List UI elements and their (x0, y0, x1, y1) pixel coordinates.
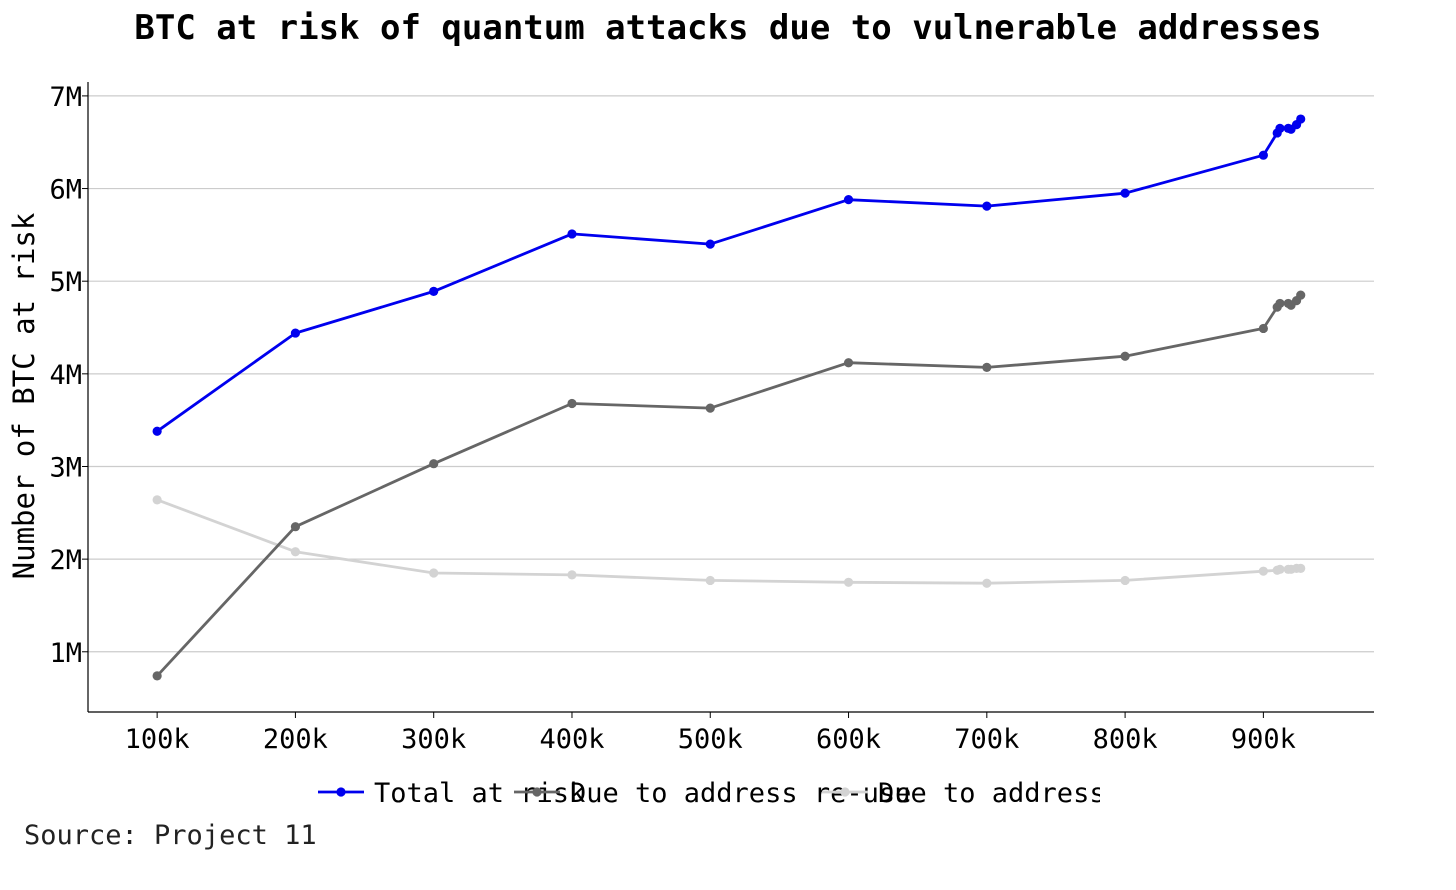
x-tick-label: 800k (1093, 724, 1158, 755)
data-point (1275, 564, 1285, 574)
data-point (1275, 298, 1285, 309)
data-point (567, 229, 577, 239)
data-point (429, 568, 439, 578)
y-tick-label: 1M (49, 638, 82, 669)
data-point (705, 403, 715, 413)
legend-swatch-marker (532, 787, 542, 797)
data-point (1120, 575, 1130, 586)
x-tick-label: 200k (263, 724, 328, 755)
x-tick-label: 100k (125, 724, 190, 755)
data-point (1120, 188, 1130, 198)
data-point (843, 195, 854, 205)
data-point (705, 575, 715, 586)
legend-item: Total at risk (318, 778, 585, 809)
data-point (290, 328, 301, 338)
data-point (152, 426, 162, 436)
data-point (152, 495, 162, 505)
data-point (290, 547, 301, 557)
data-point (1296, 563, 1306, 573)
data-point (705, 239, 715, 249)
data-point (429, 459, 439, 469)
legend-item: Due to address type (822, 778, 1187, 809)
y-tick-label: 7M (49, 82, 82, 113)
data-point (1296, 290, 1306, 300)
legend-swatch-marker (840, 787, 850, 797)
data-point (1258, 323, 1268, 334)
y-tick-label: 4M (49, 360, 82, 391)
data-point (982, 362, 992, 372)
x-tick-label: 400k (539, 724, 604, 755)
source-note: Source: Project 11 (24, 820, 317, 851)
x-tick-label: 500k (678, 724, 743, 755)
legend-label: Total at risk (374, 778, 585, 809)
x-tick-label: 600k (816, 724, 881, 755)
y-tick-label: 5M (49, 267, 82, 298)
data-point (1275, 123, 1285, 133)
series-line (155, 293, 1303, 678)
legend-swatch-marker (336, 787, 346, 797)
legend-label: Due to address type (878, 778, 1187, 809)
y-axis-label: Number of BTC at risk (7, 212, 41, 579)
x-tick-label: 900k (1231, 724, 1296, 755)
series-due-to-address-re-use (152, 290, 1306, 681)
y-tick-label: 6M (49, 175, 82, 206)
data-point (982, 201, 992, 211)
x-tick-label: 700k (954, 724, 1019, 755)
data-point (982, 578, 992, 588)
legend-label: Due to address re-use (570, 778, 911, 809)
data-point (152, 671, 162, 681)
data-point (1296, 114, 1306, 124)
data-point (1258, 150, 1268, 160)
series-line (155, 117, 1303, 433)
data-point (429, 286, 439, 296)
legend-item: Due to address re-use (514, 778, 911, 809)
x-tick-label: 300k (401, 724, 466, 755)
chart-title: BTC at risk of quantum attacks due to vu… (134, 8, 1322, 48)
data-point (1258, 566, 1268, 576)
y-tick-label: 2M (49, 545, 82, 576)
data-point (843, 358, 854, 368)
data-point (290, 522, 301, 532)
data-point (567, 398, 577, 409)
data-point (1120, 351, 1130, 361)
series-total-at-risk (152, 114, 1306, 436)
data-point (843, 577, 854, 587)
y-tick-label: 3M (49, 452, 82, 483)
data-point (567, 570, 577, 580)
series-due-to-address-type (152, 495, 1306, 588)
